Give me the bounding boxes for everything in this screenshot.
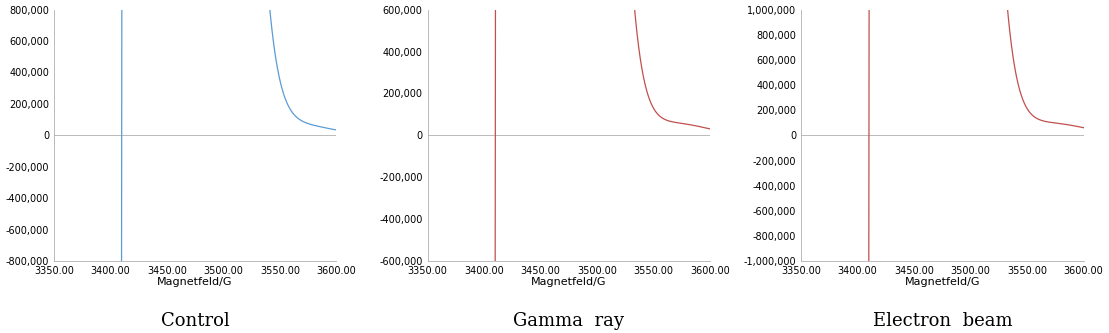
Text: Gamma  ray: Gamma ray (513, 312, 624, 330)
X-axis label: Magnetfeld/G: Magnetfeld/G (157, 277, 233, 287)
X-axis label: Magnetfeld/G: Magnetfeld/G (905, 277, 980, 287)
Text: Electron  beam: Electron beam (873, 312, 1013, 330)
Text: Control: Control (161, 312, 230, 330)
X-axis label: Magnetfeld/G: Magnetfeld/G (531, 277, 607, 287)
